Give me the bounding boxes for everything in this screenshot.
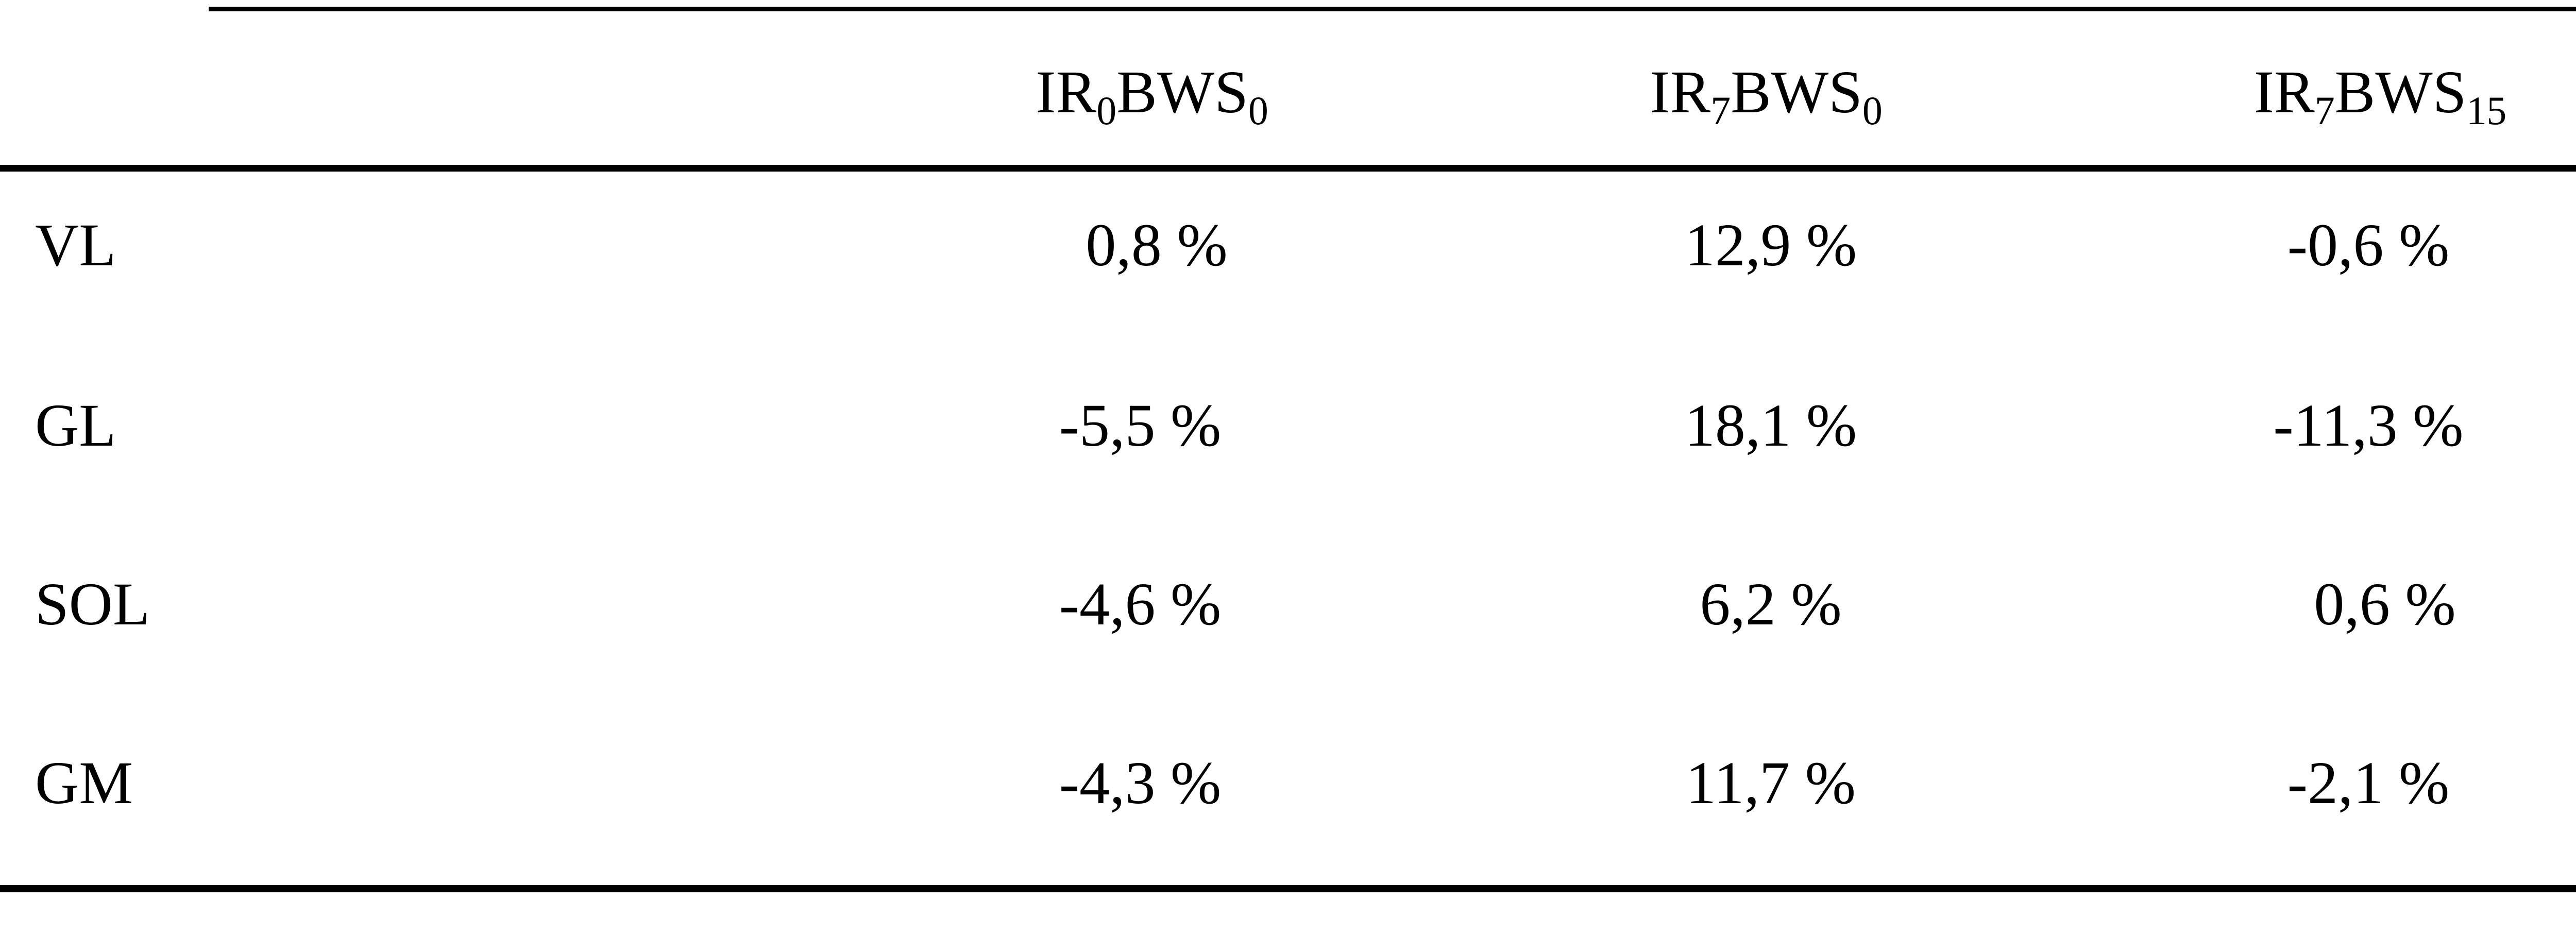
cell-gm-ir7bws15: -2,1 % (2073, 693, 2576, 872)
column-header-ir7bws0-sub-a: 7 (1710, 89, 1731, 133)
table-row: GM -4,3 % 11,7 % -2,1 % 1,1 % (0, 693, 2576, 872)
results-table: IR0BWS0 IR7BWS0 IR7BWS15 IR7BWS30 (0, 0, 2576, 872)
column-header-ir7bws15-base-a: IR (2253, 58, 2315, 126)
table-top-rule (209, 7, 2576, 11)
cell-gl-ir0bws0: -5,5 % (845, 336, 1459, 515)
cell-value: -5,5 % (1059, 391, 1222, 459)
column-header-ir7bws0-base-a: IR (1650, 58, 1711, 126)
row-label-sol: SOL (35, 570, 150, 638)
column-header-ir7bws15-base-b: BWS (2334, 58, 2467, 126)
cell-vl-ir0bws0: 0,8 % (845, 155, 1459, 336)
cell-value: 11,7 % (1686, 749, 1856, 817)
cell-value: -4,6 % (1059, 570, 1222, 638)
header-row: IR0BWS0 IR7BWS0 IR7BWS15 IR7BWS30 (0, 0, 2576, 155)
cell-value: -0,6 % (2287, 211, 2450, 279)
cell-value: -11,3 % (2273, 391, 2464, 459)
cell-value: -2,1 % (2287, 749, 2450, 817)
cell-gm-ir7bws0: 11,7 % (1459, 693, 2073, 872)
cell-gl-ir7bws0: 18,1 % (1459, 336, 2073, 515)
table-row: SOL -4,6 % 6,2 % 0,6 % -10,8 % (0, 515, 2576, 693)
table-row: VL 0,8 % 12,9 % -0,6 % -20,5 % (0, 155, 2576, 336)
table-row: GL -5,5 % 18,1 % -11,3 % -10,5 % (0, 336, 2576, 515)
cell-vl-ir7bws15: -0,6 % (2073, 155, 2576, 336)
cell-value: 18,1 % (1684, 391, 1857, 459)
cell-value: 0,8 % (1086, 211, 1228, 279)
column-header-ir0bws0-base-b: BWS (1116, 58, 1248, 126)
column-header-ir0bws0-sub-a: 0 (1096, 89, 1117, 133)
row-label-gm: GM (35, 749, 133, 817)
column-header-ir7bws0-sub-b: 0 (1862, 89, 1883, 133)
cell-sol-ir0bws0: -4,6 % (845, 515, 1459, 693)
column-header-ir0bws0: IR0BWS0 (845, 0, 1459, 155)
row-label-vl: VL (35, 211, 116, 279)
column-header-ir7bws15: IR7BWS15 (2073, 0, 2576, 155)
column-header-ir7bws15-sub-a: 7 (2314, 89, 2335, 133)
table-body: VL 0,8 % 12,9 % -0,6 % -20,5 % GL -5,5 %… (0, 155, 2576, 872)
table-bottom-rule (0, 885, 2576, 892)
column-header-ir7bws0-base-b: BWS (1731, 58, 1862, 126)
column-header-label (0, 0, 845, 155)
cell-gm-ir0bws0: -4,3 % (845, 693, 1459, 872)
table-header-rule (0, 165, 2576, 172)
cell-sol-ir7bws0: 6,2 % (1459, 515, 2073, 693)
cell-value: -4,3 % (1059, 749, 1222, 817)
cell-value: 6,2 % (1700, 570, 1842, 638)
column-header-ir7bws0: IR7BWS0 (1459, 0, 2073, 155)
cell-value: 12,9 % (1684, 211, 1857, 279)
column-header-ir0bws0-sub-b: 0 (1248, 89, 1268, 133)
column-header-ir7bws15-sub-b: 15 (2466, 89, 2507, 133)
row-label-gl: GL (35, 391, 116, 459)
cell-sol-ir7bws15: 0,6 % (2073, 515, 2576, 693)
cell-value: 0,6 % (2314, 570, 2456, 638)
cell-gl-ir7bws15: -11,3 % (2073, 336, 2576, 515)
table-header: IR0BWS0 IR7BWS0 IR7BWS15 IR7BWS30 (0, 0, 2576, 155)
cell-vl-ir7bws0: 12,9 % (1459, 155, 2073, 336)
column-header-ir0bws0-base-a: IR (1036, 58, 1097, 126)
